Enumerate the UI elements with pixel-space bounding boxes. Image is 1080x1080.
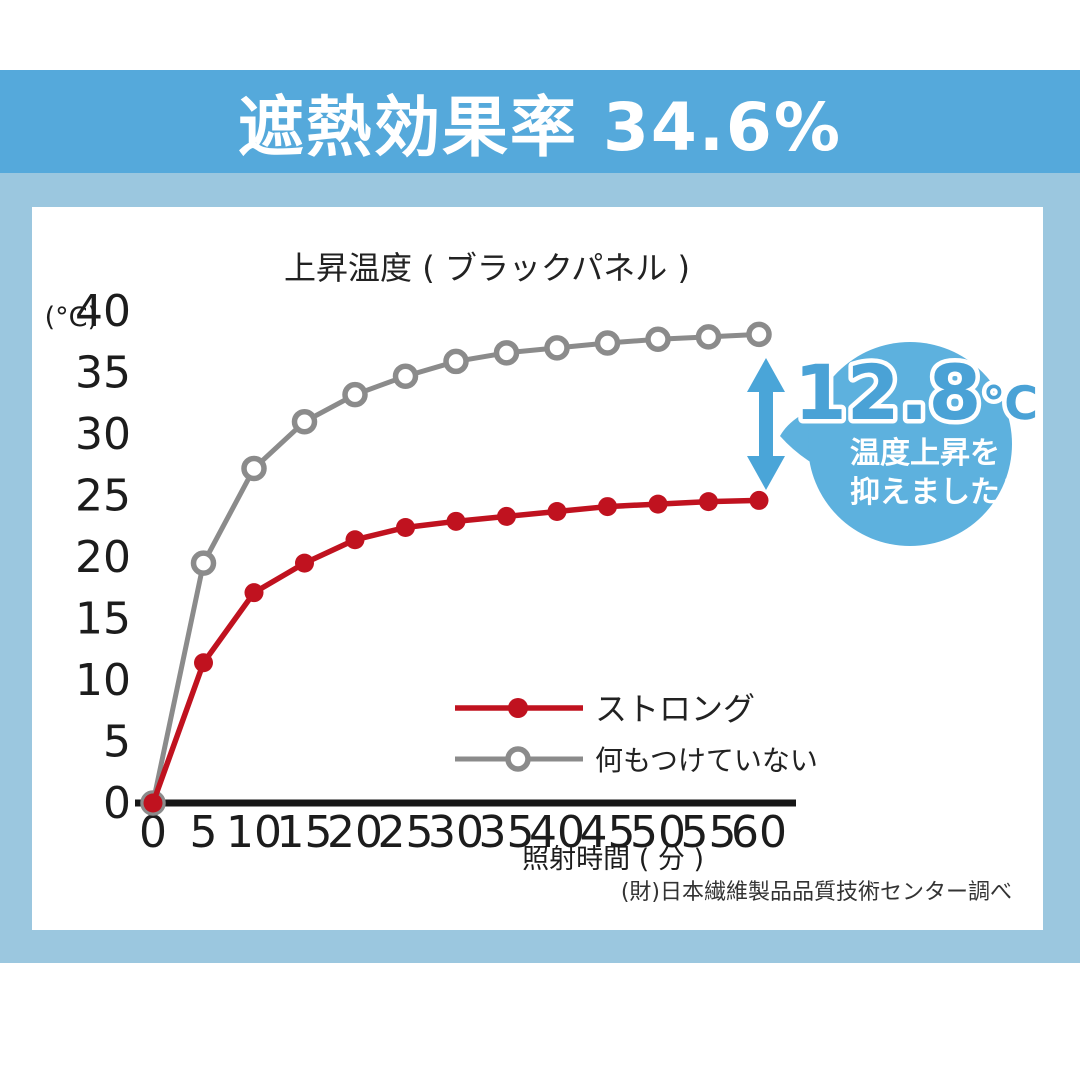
y-axis-tick-labels: 0 5 10 15 20 25 30 35 40	[75, 286, 131, 829]
legend-untreated-marker	[505, 746, 531, 772]
data-point-marker	[143, 793, 163, 813]
data-point-marker	[648, 494, 668, 514]
data-point-marker	[446, 511, 466, 531]
y-tick-label: 30	[75, 409, 131, 460]
chart-card: 上昇温度 ( ブラックパネル ) (°C) 0 5 10 15 20 25 30 35 40 0…	[32, 207, 1043, 930]
callout-circle	[808, 342, 1012, 546]
data-point-marker	[547, 501, 567, 521]
data-point-marker	[244, 583, 264, 603]
legend-strong-label: ストロング	[595, 690, 755, 728]
data-point-marker	[190, 550, 217, 576]
data-point-marker	[291, 408, 318, 435]
data-point-marker	[342, 381, 368, 408]
x-tick-label: 25	[378, 807, 434, 858]
data-point-marker	[493, 340, 520, 366]
x-tick-label: 5	[190, 807, 218, 858]
y-tick-label: 10	[75, 655, 131, 706]
callout-value: 12.8℃	[794, 348, 1038, 437]
data-point-marker	[749, 490, 769, 510]
x-axis-label: 照射時間 ( 分 )	[522, 844, 704, 875]
x-tick-label: 50	[630, 807, 686, 858]
x-tick-label: 35	[479, 807, 535, 858]
data-point-marker	[345, 530, 365, 550]
x-tick-label: 30	[428, 807, 484, 858]
callout-line2: 抑えました！	[850, 475, 1030, 510]
y-tick-label: 20	[75, 532, 131, 583]
data-point-marker	[695, 324, 722, 350]
x-tick-label: 10	[226, 807, 282, 858]
legend-strong-marker	[508, 698, 528, 718]
y-tick-label: 25	[75, 471, 131, 522]
legend-untreated-label: 何もつけていない	[595, 744, 818, 777]
y-tick-label: 15	[75, 594, 131, 645]
y-tick-label: 0	[103, 778, 131, 829]
x-tick-label: 20	[327, 807, 383, 858]
series-strong	[143, 490, 769, 813]
y-tick-label: 40	[75, 286, 131, 337]
series-line	[150, 331, 760, 804]
data-point-marker	[396, 517, 415, 537]
chart-title: 上昇温度 ( ブラックパネル )	[284, 249, 690, 287]
y-tick-label: 35	[75, 348, 131, 399]
x-tick-label: 60	[731, 807, 787, 858]
difference-arrow	[747, 358, 785, 490]
data-point-marker	[645, 326, 671, 353]
data-point-marker	[392, 363, 419, 389]
y-tick-label: 5	[103, 717, 131, 768]
legend: ストロング 何もつけていない	[455, 690, 818, 777]
x-tick-label: 45	[580, 807, 636, 858]
data-point-marker	[194, 653, 213, 673]
data-point-marker	[699, 492, 718, 512]
data-point-marker	[544, 335, 570, 361]
callout-bubble: 12.8℃ 温度上昇を 抑えました！	[780, 342, 1043, 546]
banner-title: 遮熱効果率 34.6%	[238, 88, 842, 166]
data-point-marker	[241, 455, 267, 482]
data-point-marker	[746, 321, 772, 348]
y-axis-unit: (°C)	[45, 302, 98, 333]
x-tick-label: 40	[529, 807, 585, 858]
callout-line1: 温度上昇を	[850, 436, 1000, 471]
x-tick-label: 55	[681, 807, 737, 858]
x-tick-label: 15	[277, 807, 333, 858]
data-point-marker	[497, 506, 516, 526]
data-point-marker	[594, 330, 621, 356]
banner: 遮熱効果率 34.6%	[0, 70, 1080, 173]
data-point-marker	[295, 553, 314, 573]
data-point-marker	[443, 348, 469, 375]
series-untreated	[140, 321, 772, 816]
source-note: (財)日本繊維製品品質技術センター調べ	[621, 880, 1012, 905]
data-point-marker	[598, 497, 617, 517]
